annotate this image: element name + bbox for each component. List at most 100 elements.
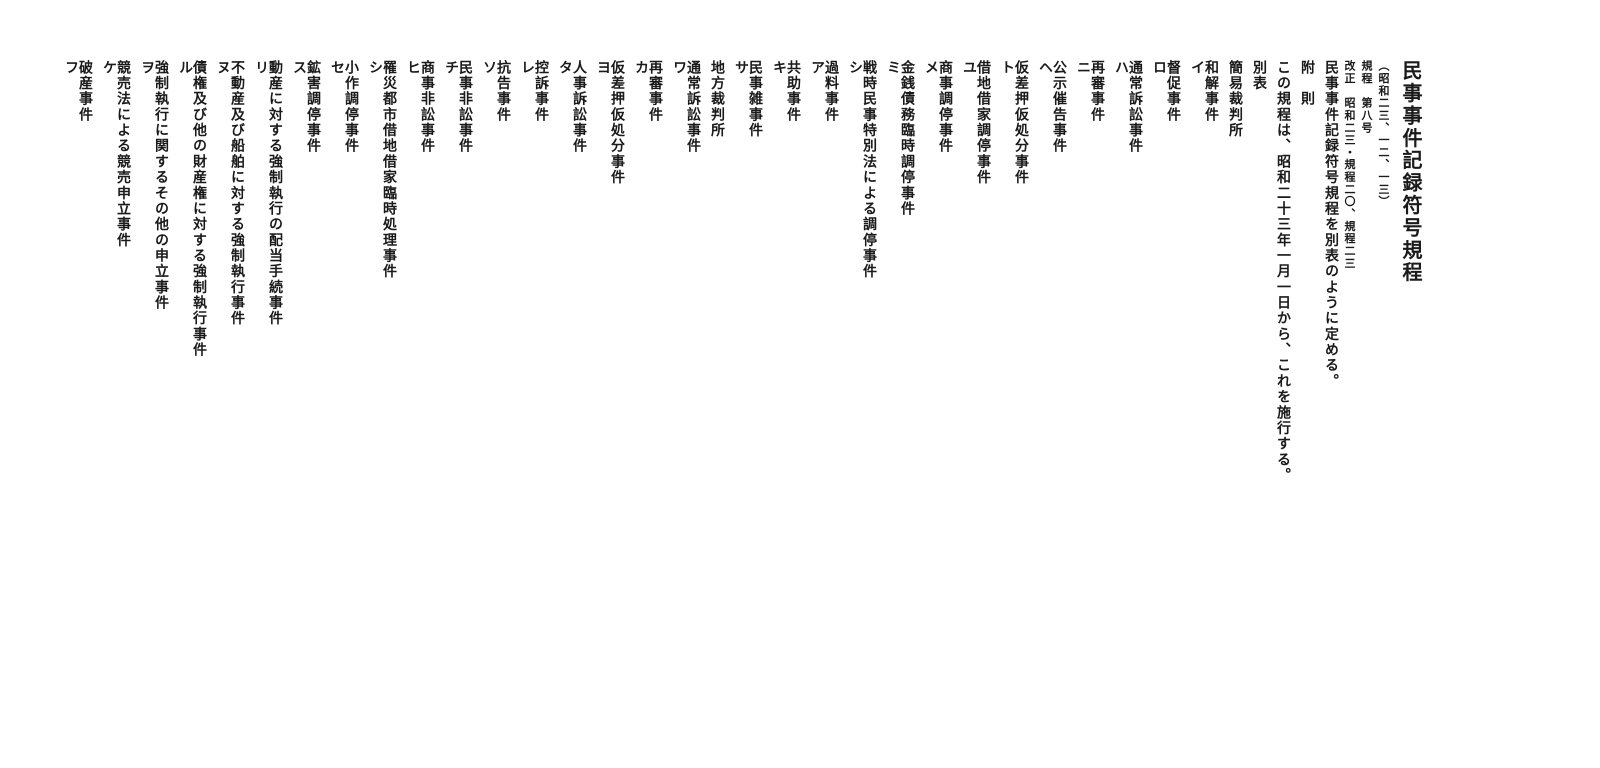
item-label: 鉱害調停事件 (305, 60, 319, 620)
table-item: 罹災都市借地借家臨時処理事件シ (367, 60, 395, 620)
item-code: ヘ (1037, 60, 1051, 620)
item-code: ハ (1113, 60, 1127, 620)
item-code: ヲ (139, 60, 153, 620)
item-label: 民事雑事件 (747, 60, 761, 620)
preface-heading: 附 則 (1299, 60, 1313, 580)
item-label: 仮差押仮処分事件 (609, 60, 623, 620)
table-item: 戦時民事特別法による調停事件シ (847, 60, 875, 620)
item-code: ユ (961, 60, 975, 620)
item-code: ヨ (595, 60, 609, 620)
item-code: シ (847, 60, 861, 620)
preface-line-1: 民事事件記録符号規程を別表のように定める。 (1323, 60, 1337, 580)
table-item: 小作調停事件セ (329, 60, 357, 620)
table-item: 商事調停事件メ (923, 60, 951, 620)
item-label: 債権及び他の財産権に対する強制執行事件 (191, 60, 205, 620)
item-code: カ (633, 60, 647, 620)
item-label: 商事非訟事件 (419, 60, 433, 620)
item-code: サ (733, 60, 747, 620)
item-label: 金銭債務臨時調停事件 (899, 60, 913, 620)
table-item: 過料事件ア (809, 60, 837, 620)
item-code: ミ (885, 60, 899, 620)
item-label: 過料事件 (823, 60, 837, 620)
item-code: リ (253, 60, 267, 620)
item-code: レ (519, 60, 533, 620)
item-code: ケ (101, 60, 115, 620)
table-item: 督促事件ロ (1151, 60, 1179, 620)
item-label: 人事訴訟事件 (571, 60, 585, 620)
item-code: シ (367, 60, 381, 620)
item-code: ワ (671, 60, 685, 620)
table-item: 再審事件ニ (1075, 60, 1103, 620)
table-item: 和解事件イ (1189, 60, 1217, 620)
table-item: 破産事件フ (63, 60, 91, 620)
item-code: フ (63, 60, 77, 620)
court-heading-2: 地方裁判所 (709, 60, 723, 580)
table-heading: 別表 (1251, 60, 1265, 580)
item-code: セ (329, 60, 343, 620)
table-item: 借地借家調停事件ユ (961, 60, 989, 620)
item-label: 戦時民事特別法による調停事件 (861, 60, 875, 620)
item-label: 督促事件 (1165, 60, 1179, 620)
item-code: ス (291, 60, 305, 620)
item-label: 不動産及び船舶に対する強制執行事件 (229, 60, 243, 620)
table-item: 商事非訟事件ヒ (405, 60, 433, 620)
table-item: 仮差押仮処分事件ト (999, 60, 1027, 620)
item-code: イ (1189, 60, 1203, 620)
table-item: 民事非訟事件チ (443, 60, 471, 620)
item-code: ヌ (215, 60, 229, 620)
item-code: ア (809, 60, 823, 620)
table-item: 控訴事件レ (519, 60, 547, 620)
table-item: 民事雑事件サ (733, 60, 761, 620)
item-label: 共助事件 (785, 60, 799, 620)
table-item: 再審事件カ (633, 60, 661, 620)
item-label: 再審事件 (647, 60, 661, 620)
title-note-1: （昭和二三、一二、一三） (1377, 60, 1388, 580)
item-code: ニ (1075, 60, 1089, 620)
table-item: 抗告事件ソ (481, 60, 509, 620)
table-item: 通常訴訟事件ワ (671, 60, 699, 620)
item-code: タ (557, 60, 571, 620)
court-heading-1: 簡易裁判所 (1227, 60, 1241, 580)
item-label: 控訴事件 (533, 60, 547, 620)
table-item: 不動産及び船舶に対する強制執行事件ヌ (215, 60, 243, 620)
table-item: 仮差押仮処分事件ヨ (595, 60, 623, 620)
table-item: 通常訴訟事件ハ (1113, 60, 1141, 620)
table-item: 鉱害調停事件ス (291, 60, 319, 620)
item-label: 仮差押仮処分事件 (1013, 60, 1027, 620)
document-title: 民事事件記録符号規程 (1400, 60, 1420, 580)
item-label: 強制執行に関するその他の申立事件 (153, 60, 167, 620)
item-code: メ (923, 60, 937, 620)
item-label: 公示催告事件 (1051, 60, 1065, 620)
item-label: 借地借家調停事件 (975, 60, 989, 620)
table-item: 債権及び他の財産権に対する強制執行事件ル (177, 60, 205, 620)
item-code: キ (771, 60, 785, 620)
table-item: 競売法による競売申立事件ケ (101, 60, 129, 620)
title-note-2: 規程 第八号 (1360, 60, 1371, 580)
table-item: 強制執行に関するその他の申立事件ヲ (139, 60, 167, 620)
item-label: 罹災都市借地借家臨時処理事件 (381, 60, 395, 620)
item-code: ロ (1151, 60, 1165, 620)
item-label: 和解事件 (1203, 60, 1217, 620)
table-item: 人事訴訟事件タ (557, 60, 585, 620)
item-label: 破産事件 (77, 60, 91, 620)
preface-line-2: この規程は、昭和二十三年一月一日から、これを施行する。 (1275, 60, 1289, 580)
item-label: 再審事件 (1089, 60, 1103, 620)
item-label: 動産に対する強制執行の配当手続事件 (267, 60, 281, 620)
item-label: 通常訴訟事件 (1127, 60, 1141, 620)
item-label: 競売法による競売申立事件 (115, 60, 129, 620)
table-item: 共助事件キ (771, 60, 799, 620)
table-item: 金銭債務臨時調停事件ミ (885, 60, 913, 620)
item-code: チ (443, 60, 457, 620)
item-code: ソ (481, 60, 495, 620)
item-label: 民事非訟事件 (457, 60, 471, 620)
item-label: 小作調停事件 (343, 60, 357, 620)
item-label: 抗告事件 (495, 60, 509, 620)
table-item: 公示催告事件ヘ (1037, 60, 1065, 620)
item-label: 通常訴訟事件 (685, 60, 699, 620)
item-code: ヒ (405, 60, 419, 620)
item-code: ル (177, 60, 191, 620)
item-code: ト (999, 60, 1013, 620)
item-label: 商事調停事件 (937, 60, 951, 620)
table-item: 動産に対する強制執行の配当手続事件リ (253, 60, 281, 620)
amendment-note: 改正 昭和二三・規程二〇、規程二三 (1343, 60, 1354, 580)
